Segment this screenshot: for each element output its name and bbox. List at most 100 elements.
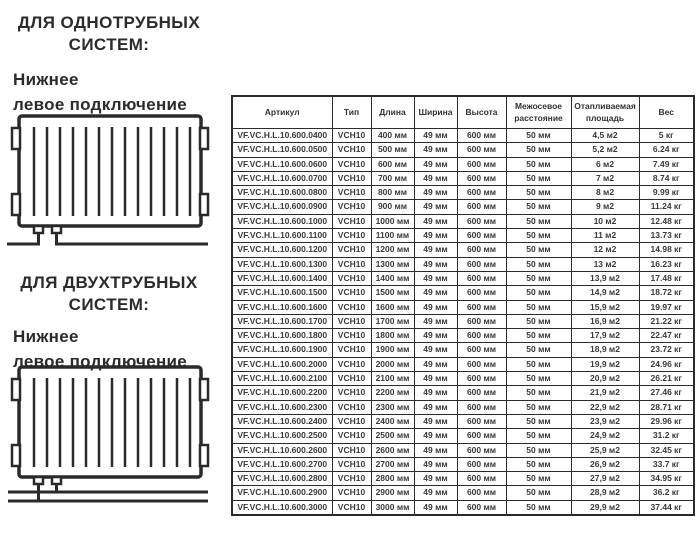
table-row: VF.VC.H.L.10.600.1000 VCH10 1000 мм 49 мм 60… [231,213,695,230]
table-cell: VCH10 [331,170,372,187]
table-row: VF.VC.H.L.10.600.2300 VCH10 2300 мм 49 мм 60… [231,399,695,415]
table-cell: VF.VC.H.L.10.600.0400 [231,127,333,144]
table-cell: 29,9 м2 [570,499,640,516]
table-row: VF.VC.H.L.10.600.3000 VCH10 3000 мм 49 мм 60… [231,499,695,516]
table-cell: 50 мм [505,185,572,201]
table-cell: 5,2 м2 [570,142,640,158]
radiator-body-icon [10,114,210,235]
table-cell: 1000 мм [370,213,415,230]
table-cell: VCH10 [331,156,372,172]
table-cell: 50 мм [505,313,572,330]
table-cell: 50 мм [505,413,572,430]
table-cell: 33.7 кг [638,456,695,473]
table-cell: VCH10 [331,256,372,272]
table-cell: 49 мм [413,328,458,344]
table-cell: 12.48 кг [638,213,695,230]
table-row: VF.VC.H.L.10.600.0600 VCH10 600 мм 49 мм 600… [231,156,695,172]
table-cell: VCH10 [331,385,372,401]
table-cell: 49 мм [413,471,458,487]
table-cell: 600 мм [456,356,507,373]
table-cell: 49 мм [413,499,458,516]
table-cell: VCH10 [331,371,372,387]
table-cell: VF.VC.H.L.10.600.0500 [231,142,333,158]
table-cell: 2100 мм [370,371,415,387]
table-cell: VF.VC.H.L.10.600.1200 [231,242,333,258]
table-cell: 50 мм [505,328,572,344]
table-cell: 3000 мм [370,499,415,516]
table-row: VF.VC.H.L.10.600.0900 VCH10 900 мм 49 мм 600… [231,199,695,215]
table-cell: 50 мм [505,170,572,187]
table-cell: 49 мм [413,199,458,215]
table-cell: VF.VC.H.L.10.600.1600 [231,299,333,315]
table-cell: VF.VC.H.L.10.600.2400 [231,413,333,430]
table-cell: 600 мм [456,413,507,430]
table-cell: VCH10 [331,242,372,258]
table-cell: VF.VC.H.L.10.600.1800 [231,328,333,344]
table-cell: 7 м2 [570,170,640,187]
table-cell: 50 мм [505,385,572,401]
table-cell: VF.VC.H.L.10.600.2700 [231,456,333,473]
table-cell: 600 мм [456,442,507,458]
table-cell: 28.71 кг [638,399,695,415]
radiator-body-icon [10,365,210,486]
table-cell: 8.74 кг [638,170,695,187]
table-cell: 18.72 кг [638,285,695,301]
table-cell: 600 мм [456,428,507,444]
col-header-height: Высота [456,95,507,129]
table-cell: 49 мм [413,442,458,458]
table-cell: 13 м2 [570,256,640,272]
table-row: VF.VC.H.L.10.600.0700 VCH10 700 мм 49 мм 600… [231,170,695,187]
table-cell: VF.VC.H.L.10.600.2300 [231,399,333,415]
table-cell: 27.46 кг [638,385,695,401]
table-cell: 50 мм [505,256,572,272]
table-cell: 600 мм [456,270,507,287]
table-cell: 49 мм [413,285,458,301]
header-row: Артикул Тип Длина Ширина Высота Межосево… [231,95,695,129]
table-cell: 23,9 м2 [570,413,640,430]
table-cell: 21.22 кг [638,313,695,330]
table-cell: 19.97 кг [638,299,695,315]
table-cell: 600 мм [456,156,507,172]
table-cell: 17,9 м2 [570,328,640,344]
table-row: VF.VC.H.L.10.600.0800 VCH10 800 мм 49 мм 600… [231,185,695,201]
table-cell: 10 м2 [570,213,640,230]
table-cell: VCH10 [331,442,372,458]
table-cell: 22,9 м2 [570,399,640,415]
single-pipe-section-heading: ДЛЯ ОДНОТРУБНЫХ СИСТЕМ: [17,13,201,55]
table-row: VF.VC.H.L.10.600.1500 VCH10 1500 мм 49 мм 60… [231,285,695,301]
table-cell: 600 мм [456,228,507,244]
table-cell: 2400 мм [370,413,415,430]
table-cell: 900 мм [370,199,415,215]
spec-table-body: VF.VC.H.L.10.600.0400 VCH10 400 мм 49 мм 600… [231,127,695,516]
table-cell: 31.2 кг [638,428,695,444]
table-row: VF.VC.H.L.10.600.2400 VCH10 2400 мм 49 мм 60… [231,413,695,430]
table-row: VF.VC.H.L.10.600.2900 VCH10 2900 мм 49 мм 60… [231,485,695,501]
table-cell: 600 мм [456,328,507,344]
table-cell: 49 мм [413,356,458,373]
table-cell: 600 мм [370,156,415,172]
table-row: VF.VC.H.L.10.600.1200 VCH10 1200 мм 49 мм 60… [231,242,695,258]
table-cell: 49 мм [413,156,458,172]
table-cell: VCH10 [331,313,372,330]
table-cell: 25,9 м2 [570,442,640,458]
table-cell: 6 м2 [570,156,640,172]
table-cell: 600 мм [456,127,507,144]
table-cell: VF.VC.H.L.10.600.1900 [231,342,333,358]
table-cell: 26.21 кг [638,371,695,387]
table-cell: 49 мм [413,371,458,387]
table-cell: VCH10 [331,342,372,358]
table-cell: 49 мм [413,299,458,315]
table-cell: 9 м2 [570,199,640,215]
table-cell: 16,9 м2 [570,313,640,330]
table-cell: 1600 мм [370,299,415,315]
table-cell: 15,9 м2 [570,299,640,315]
table-cell: 1700 мм [370,313,415,330]
table-cell: 6.24 кг [638,142,695,158]
table-cell: 49 мм [413,313,458,330]
table-cell: 600 мм [456,485,507,501]
table-cell: VCH10 [331,285,372,301]
table-cell: 2600 мм [370,442,415,458]
table-row: VF.VC.H.L.10.600.2100 VCH10 2100 мм 49 мм 60… [231,371,695,387]
table-cell: 49 мм [413,485,458,501]
table-cell: 49 мм [413,170,458,187]
